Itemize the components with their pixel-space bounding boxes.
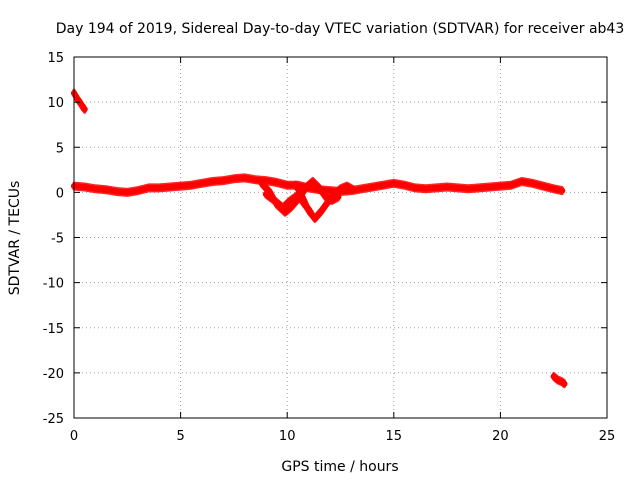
data-point	[497, 183, 504, 190]
y-tick-label: 10	[47, 96, 64, 111]
data-point	[156, 184, 163, 191]
data-point	[476, 184, 483, 191]
series-dip-loop-c	[262, 189, 314, 217]
data-point	[358, 185, 365, 192]
x-tick-label: 10	[279, 429, 296, 444]
data-point	[444, 184, 451, 190]
data-point	[316, 184, 323, 191]
data-point	[311, 215, 318, 222]
x-tick-label: 5	[176, 429, 184, 444]
data-point	[529, 180, 536, 187]
data-point	[343, 183, 350, 190]
data-point	[390, 180, 397, 187]
data-point	[145, 184, 152, 191]
data-point	[124, 189, 131, 196]
data-point	[177, 183, 184, 190]
data-point	[559, 187, 566, 194]
data-point	[271, 197, 278, 204]
data-point	[198, 180, 205, 187]
y-axis-label: SDTVAR / TECUs	[7, 181, 23, 296]
y-tick-label: -10	[43, 277, 64, 292]
data-point	[369, 184, 376, 190]
data-point	[412, 184, 419, 191]
data-point	[292, 182, 299, 189]
y-tick-label: -5	[51, 232, 64, 247]
data-point	[380, 182, 387, 189]
y-tick-label: 0	[56, 186, 64, 201]
data-point	[220, 177, 227, 184]
data-point	[103, 186, 109, 193]
data-point	[550, 185, 557, 192]
data-point	[92, 185, 99, 192]
data-point	[422, 185, 429, 192]
data-point	[324, 199, 331, 206]
series-late-pass	[550, 372, 568, 389]
data-point	[284, 182, 291, 189]
data-point	[273, 179, 280, 186]
grid-layer	[74, 57, 607, 418]
data-point	[188, 182, 195, 189]
x-tick-label: 15	[386, 429, 403, 444]
data-point	[561, 380, 568, 387]
data-point	[286, 198, 293, 205]
data-point	[135, 187, 141, 194]
x-tick-label: 20	[492, 429, 509, 444]
data-point	[309, 178, 316, 185]
data-point	[540, 183, 546, 190]
data-point	[262, 191, 269, 198]
data-point	[258, 180, 265, 187]
x-tick-label: 0	[70, 429, 78, 444]
data-point	[454, 184, 461, 191]
data-point	[518, 178, 525, 185]
data-point	[307, 209, 314, 216]
data-point	[81, 106, 88, 113]
x-axis-label: GPS time / hours	[281, 459, 398, 475]
data-point	[337, 185, 344, 192]
data-point	[350, 186, 357, 193]
data-point	[433, 184, 440, 191]
chart-title: Day 194 of 2019, Sidereal Day-to-day VTE…	[56, 21, 625, 37]
data-point	[318, 208, 325, 215]
data-point	[508, 182, 515, 189]
y-tick-label: -15	[43, 322, 64, 337]
data-point	[81, 184, 88, 190]
data-point	[279, 204, 286, 211]
data-point	[252, 176, 259, 183]
data-point	[465, 185, 472, 192]
y-tick-label: -20	[43, 367, 64, 382]
data-point	[301, 201, 308, 208]
series-layer	[71, 88, 568, 389]
data-point	[401, 182, 408, 189]
data-point	[113, 188, 120, 195]
data-point	[209, 178, 216, 185]
data-point	[303, 184, 310, 190]
data-point	[230, 175, 237, 182]
data-point	[166, 184, 173, 190]
plot-frame	[73, 56, 608, 419]
data-point	[486, 184, 493, 190]
data-point	[294, 192, 301, 199]
x-tick-label: 25	[599, 429, 616, 444]
data-point	[326, 187, 333, 194]
data-point	[241, 174, 248, 181]
data-point	[331, 192, 338, 199]
y-tick-label: -25	[43, 412, 64, 427]
y-tick-label: 15	[47, 51, 64, 66]
y-tick-label: 5	[56, 141, 64, 156]
